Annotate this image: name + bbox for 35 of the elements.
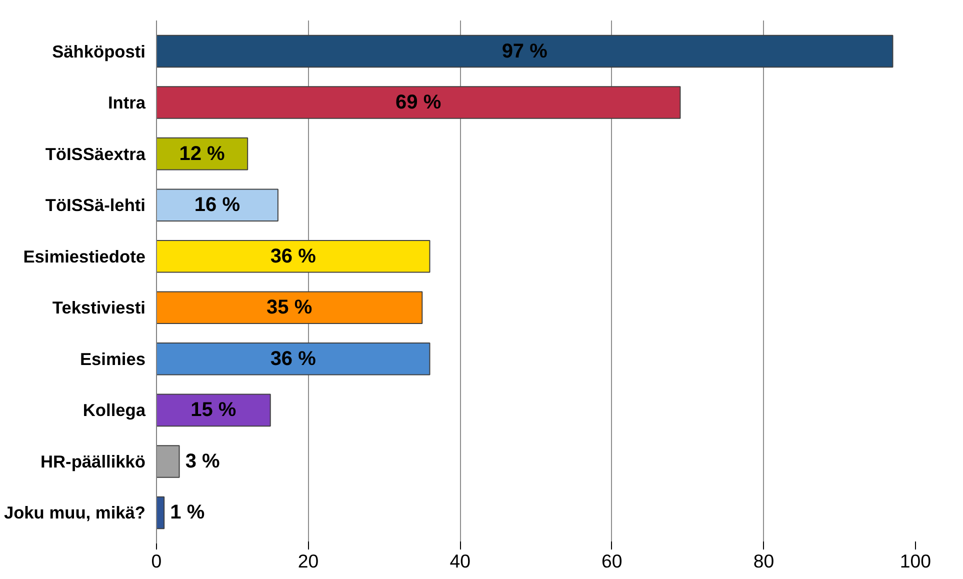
x-tick-label: 100 <box>900 550 932 572</box>
data-label: 97 % <box>502 40 548 62</box>
bar <box>156 240 430 273</box>
y-tick-label: Esimies <box>80 348 146 369</box>
bar <box>156 34 894 68</box>
y-tick-label: TöISSä-lehti <box>45 195 146 216</box>
data-label: 36 % <box>270 245 316 268</box>
y-tick-label: HR-päällikkö <box>40 451 146 472</box>
data-label: 3 % <box>185 450 220 472</box>
data-label: 16 % <box>194 194 240 216</box>
data-label: 36 % <box>270 348 316 370</box>
bar <box>156 188 278 222</box>
bar <box>156 342 430 376</box>
x-tick-label: 0 <box>151 550 162 572</box>
data-label: 35 % <box>266 296 312 319</box>
x-tick-label: 40 <box>450 550 470 572</box>
bar <box>156 291 423 324</box>
x-tick-label: 80 <box>753 550 774 572</box>
data-label: 1 % <box>170 502 205 524</box>
y-tick-label: Esimiestiedote <box>23 246 146 266</box>
y-tick-label: Intra <box>108 92 146 113</box>
y-tick-label: Joku muu, mikä? <box>4 502 146 523</box>
x-tick-label: 20 <box>298 550 319 572</box>
data-label: 15 % <box>190 399 236 422</box>
bar <box>156 86 681 119</box>
y-tick-label: Sähköposti <box>52 41 146 62</box>
bar <box>156 445 180 478</box>
y-tick-label: Tekstiviesti <box>52 298 146 318</box>
y-tick-label: Kollega <box>82 400 146 420</box>
bar <box>156 496 165 530</box>
data-label: 69 % <box>396 92 442 114</box>
data-label: 12 % <box>179 142 226 165</box>
bar <box>156 394 271 427</box>
x-tick-label: 60 <box>602 550 622 572</box>
y-tick-label: TöISSäextra <box>45 144 146 164</box>
